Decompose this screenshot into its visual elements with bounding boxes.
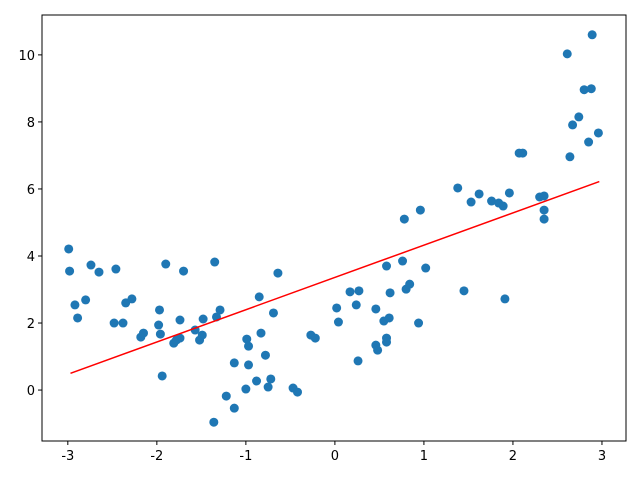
y-tick-label: 0 [27,384,35,399]
point [244,360,254,370]
point [539,214,549,224]
point [382,337,392,347]
point [385,288,395,298]
x-tick-label: -1 [239,449,252,464]
point [161,259,171,269]
point [593,128,603,138]
point [415,205,425,215]
point [70,300,80,310]
point [371,304,381,314]
point [399,214,409,224]
point [268,308,278,318]
point [586,84,596,94]
point [587,30,597,40]
point [453,183,463,193]
point [466,197,476,207]
point [414,318,424,328]
point [65,266,75,276]
point [353,356,363,366]
point [209,417,219,427]
point [398,256,408,266]
point [81,295,91,305]
point [539,205,549,215]
point [539,191,549,201]
point [86,260,96,270]
y-tick-label: 10 [18,49,35,64]
point [562,49,572,59]
point [498,201,508,211]
x-tick-label: -2 [150,449,163,464]
point [221,391,231,401]
point [354,286,364,296]
point [273,268,283,278]
point [256,328,266,338]
point [254,292,264,302]
point [504,188,514,198]
x-tick-label: -3 [61,449,74,464]
point [127,294,137,304]
point [229,403,239,413]
point [157,371,167,381]
point [244,341,254,351]
x-tick-label: 3 [598,449,606,464]
point [574,112,584,122]
point [565,152,575,162]
point [215,305,225,315]
point [94,267,104,277]
point [179,266,189,276]
point [118,318,128,328]
point [421,263,431,273]
y-tick-label: 4 [27,250,35,265]
point [584,137,594,147]
point [263,382,273,392]
point [579,85,589,95]
point [568,120,578,130]
point [310,333,320,343]
point [138,328,148,338]
point [155,305,165,315]
point [252,376,262,386]
point [73,313,83,323]
point [500,294,510,304]
plot-frame [41,14,627,442]
point [241,384,251,394]
point [518,148,528,158]
point [373,345,383,355]
point [111,264,121,274]
point [293,387,302,397]
point [459,286,469,296]
point [332,303,342,313]
point [175,315,185,325]
point [242,334,252,344]
point [351,300,361,310]
y-tick-label: 8 [27,116,35,131]
point [64,244,74,254]
point [382,261,392,271]
x-tick-label: 0 [331,449,339,464]
y-tick-label: 6 [27,183,35,198]
point [109,318,119,328]
point [229,358,239,368]
point [198,314,208,324]
point [487,196,497,206]
point [260,350,270,360]
x-tick-label: 2 [509,449,517,464]
point [384,313,394,323]
regression-line [70,180,600,375]
point [405,279,415,289]
x-tick-label: 1 [420,449,428,464]
point [155,329,165,339]
point [345,287,355,297]
point [266,374,276,384]
point [333,317,343,327]
point [474,189,484,199]
point [197,330,207,340]
y-tick-label: 2 [27,317,35,332]
point [210,257,220,267]
point [154,320,164,330]
point [175,333,185,343]
